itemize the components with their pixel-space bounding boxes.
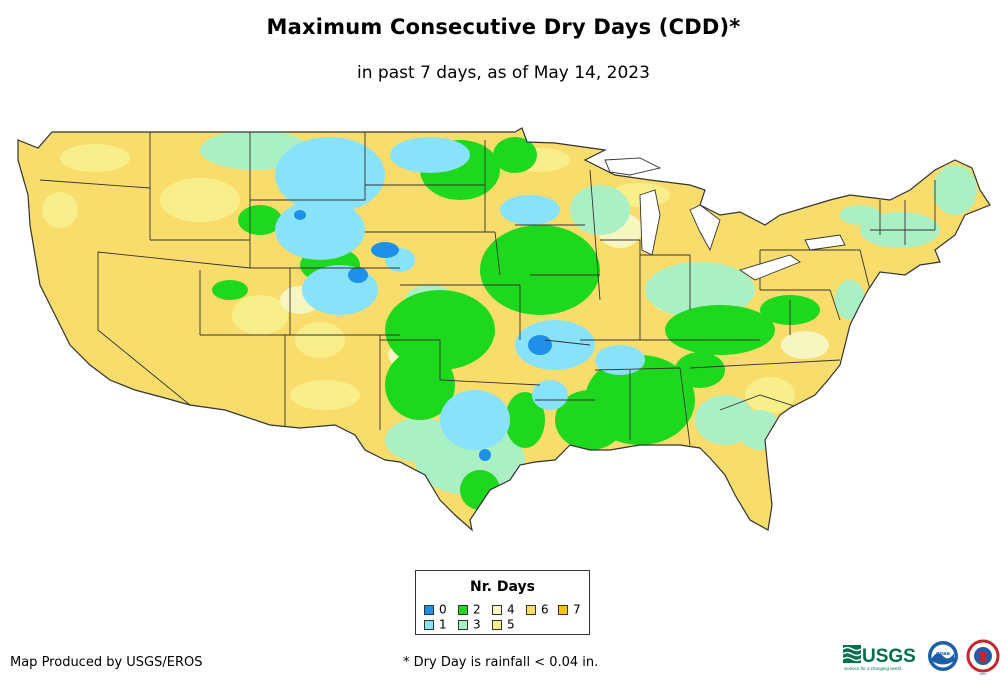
regions-0-days xyxy=(294,210,552,461)
cdd-map xyxy=(17,127,991,531)
legend-item-1: 1 xyxy=(424,618,447,631)
regions-2-days xyxy=(212,137,820,510)
noaa-wordmark: noaa xyxy=(936,651,950,657)
legend-item-0: 0 xyxy=(424,603,447,616)
legend-item-6: 6 xyxy=(526,603,549,616)
agency-logos: USGS science for a changing world noaa N… xyxy=(843,639,1000,676)
usgs-logo: USGS science for a changing world xyxy=(843,645,916,671)
legend-item-5: 5 xyxy=(492,618,515,631)
usgs-tagline: science for a changing world xyxy=(844,666,902,671)
legend-label-2: 2 xyxy=(473,602,481,617)
usgs-wordmark: USGS xyxy=(862,646,916,667)
legend-swatch-1 xyxy=(424,619,434,630)
noaa-logo: noaa xyxy=(928,641,958,671)
legend: Nr. Days 0 2 4 6 7 1 3 5 xyxy=(415,570,590,635)
legend-label-7: 7 xyxy=(573,602,581,617)
legend-swatch-2 xyxy=(458,604,468,615)
legend-label-1: 1 xyxy=(439,617,447,632)
legend-item-4: 4 xyxy=(492,603,515,616)
nws-wordmark: NWS xyxy=(979,672,986,676)
legend-swatch-7 xyxy=(558,604,568,615)
map-subtitle: in past 7 days, as of May 14, 2023 xyxy=(357,63,650,83)
legend-swatch-0 xyxy=(424,604,434,615)
legend-swatch-4 xyxy=(492,604,502,615)
legend-swatch-5 xyxy=(492,619,502,630)
legend-label-0: 0 xyxy=(439,602,447,617)
legend-label-5: 5 xyxy=(507,617,515,632)
legend-item-7: 7 xyxy=(558,603,581,616)
legend-label-4: 4 xyxy=(507,602,515,617)
state-borders xyxy=(39,132,936,446)
legend-label-6: 6 xyxy=(541,602,549,617)
regions-5-days xyxy=(42,144,795,413)
legend-label-3: 3 xyxy=(473,617,481,632)
dry-day-footnote: * Dry Day is rainfall < 0.04 in. xyxy=(403,655,599,670)
great-lakes xyxy=(604,157,846,281)
legend-item-2: 2 xyxy=(458,603,481,616)
legend-item-3: 3 xyxy=(458,618,481,631)
map-credit: Map Produced by USGS/EROS xyxy=(10,655,203,670)
map-title: Maximum Consecutive Dry Days (CDD)* xyxy=(266,15,741,39)
legend-swatch-3 xyxy=(458,619,468,630)
legend-title: Nr. Days xyxy=(470,579,535,595)
legend-swatch-6 xyxy=(526,604,536,615)
nws-logo: NWS xyxy=(966,639,1000,676)
